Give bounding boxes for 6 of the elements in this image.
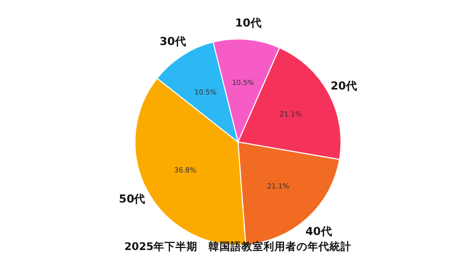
slice-label: 30代 bbox=[160, 35, 186, 48]
slice-label: 50代 bbox=[118, 192, 146, 206]
slice-label: 10代 bbox=[235, 16, 262, 30]
text: 2025年下半期 韓国語教室利用者の年代統計 bbox=[124, 240, 352, 253]
slice-label: 20代 bbox=[330, 79, 357, 92]
slice-label: 40代 bbox=[306, 224, 332, 238]
